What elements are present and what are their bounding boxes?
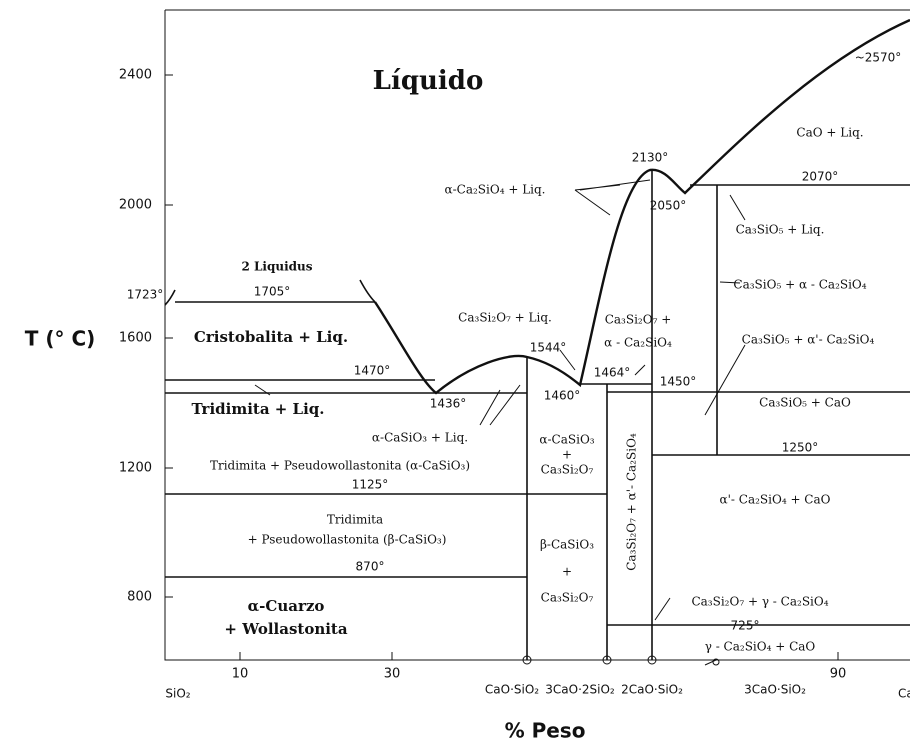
region-label: α - Ca₂SiO₄ [604, 336, 672, 350]
region-label: γ - Ca₂SiO₄ + CaO [705, 640, 816, 654]
x-end-label: SiO₂ [165, 687, 190, 701]
temperature-label: 1544° [530, 341, 567, 355]
region-label: α-CaSiO₃ + Liq. [372, 431, 468, 445]
region-label: CaO + Liq. [796, 126, 863, 140]
region-label: α-Cuarzo [248, 597, 325, 615]
temperature-label: ~2570° [855, 51, 902, 65]
temperature-label: 1250° [782, 441, 819, 455]
y-tick-label: 800 [127, 590, 152, 605]
diagram-lines [164, 9, 910, 666]
temperature-label: 1464° [594, 366, 631, 380]
region-label: Tridimita + Pseudowollastonita (α-CaSiO₃… [210, 459, 470, 473]
x-tick-label: 90 [830, 667, 847, 682]
region-label: Ca₃SiO₅ + α - Ca₂SiO₄ [733, 278, 866, 292]
region-label: α'- Ca₂SiO₄ + CaO [720, 493, 831, 507]
axis-ticks [165, 74, 839, 660]
y-tick-label: 1600 [119, 331, 152, 346]
region-label: Ca₃SiO₅ + α'- Ca₂SiO₄ [742, 333, 875, 347]
region-label: α-CaSiO₃ [539, 433, 594, 447]
region-label: α-Ca₂SiO₄ + Liq. [445, 183, 546, 197]
isotherms [165, 184, 910, 626]
x-axis-label: % Peso [505, 719, 586, 743]
frame [164, 9, 910, 661]
compound-marker [602, 655, 612, 665]
compound-label: 3CaO·SiO₂ [744, 683, 806, 697]
compound-label: 2CaO·SiO₂ [621, 683, 683, 697]
temperature-label: 1705° [254, 285, 291, 299]
compound-marker [647, 655, 657, 665]
region-label: β-CaSiO₃ [540, 538, 594, 552]
temperature-label: 2130° [632, 151, 669, 165]
temperature-label: 1436° [430, 397, 467, 411]
title: Líquido [373, 66, 484, 96]
compound-marker [522, 655, 532, 665]
temperature-label: 2070° [802, 170, 839, 184]
region-label: + [562, 565, 572, 579]
region-label: Ca₃Si₂O₇ + Liq. [458, 311, 552, 325]
compound-marker [712, 658, 720, 666]
x-tick-label: 30 [384, 667, 401, 682]
region-label: + Wollastonita [224, 620, 347, 638]
immiscibility-curve [164, 279, 376, 306]
region-label: Ca₃Si₂O₇ [541, 463, 594, 477]
y-tick-label: 2000 [119, 198, 152, 213]
region-label: Tridimita + Liq. [191, 400, 324, 418]
y-tick-label: 2400 [119, 68, 152, 83]
temperature-label: 1470° [354, 364, 391, 378]
compound-label: 3CaO·2SiO₂ [545, 683, 615, 697]
region-label: 2 Liquidus [241, 260, 312, 274]
region-label: Ca₃Si₂O₇ + γ - Ca₂SiO₄ [691, 595, 828, 609]
x-end-label: CaO [898, 687, 910, 701]
y-tick-label: 1200 [119, 461, 152, 476]
temperature-label: 1125° [352, 478, 389, 492]
region-label: Ca₃Si₂O₇ + [605, 313, 672, 327]
x-tick-label: 10 [232, 667, 249, 682]
region-label: + [562, 448, 572, 462]
temperature-label: 870° [356, 560, 385, 574]
y-axis-label: T (° C) [25, 327, 96, 351]
temperature-label: 1723° [127, 288, 164, 302]
region-label: Ca₃Si₂O₇ [541, 591, 594, 605]
region-label: Tridimita [327, 513, 383, 527]
temperature-label: 1450° [660, 375, 697, 389]
region-label: + Pseudowollastonita (β-CaSiO₃) [248, 533, 447, 547]
temperature-label: 2050° [650, 199, 687, 213]
leader-lines [254, 179, 746, 666]
temperature-label: 725° [731, 619, 760, 633]
region-label: Ca₃SiO₅ + CaO [759, 396, 851, 410]
temperature-label: 1460° [544, 389, 581, 403]
compound-label: CaO·SiO₂ [485, 683, 539, 697]
region-label: Ca₃SiO₅ + Liq. [736, 223, 825, 237]
region-label: Ca₃Si₂O₇ + α'- Ca₂SiO₄ [625, 433, 639, 571]
compound-lines [526, 170, 718, 660]
region-label: Cristobalita + Liq. [194, 328, 348, 346]
